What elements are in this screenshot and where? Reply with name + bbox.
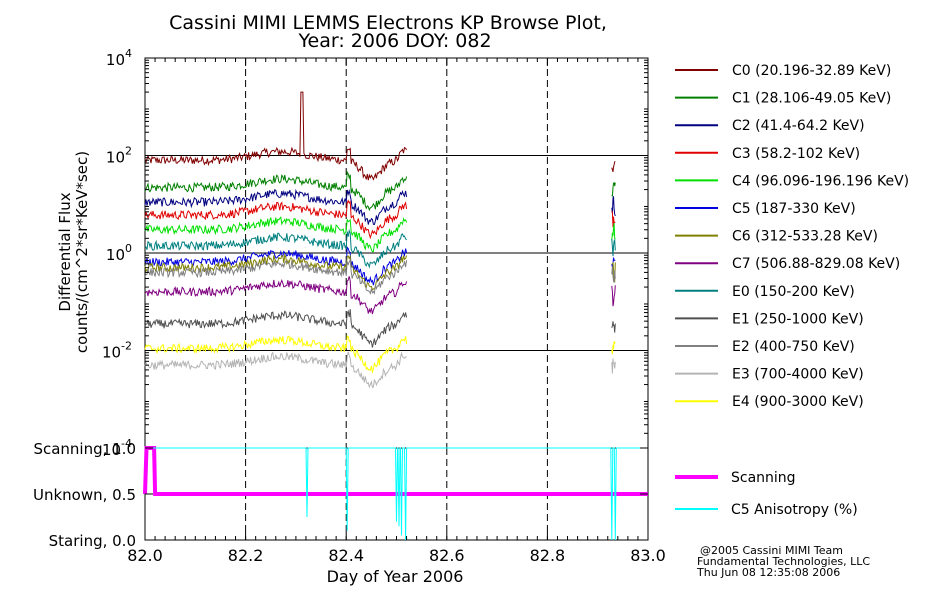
y-tick-exponent: 4 <box>125 47 132 60</box>
flux-series-line <box>144 309 408 348</box>
y-axis-label-line2: counts/(cm^2*sr*KeV*sec) <box>73 151 91 353</box>
chart-title-line2: Year: 2006 DOY: 082 <box>297 30 491 52</box>
legend-label: Scanning <box>731 470 796 486</box>
flux-legend: C0 (20.196-32.89 KeV) C1 (28.106-49.05 Ke… <box>675 63 909 410</box>
y-axis-label-line1: Differential Flux <box>56 192 74 311</box>
scan-legend: Scanning C5 Anisotropy (%) <box>675 470 858 518</box>
legend-label: C1 (28.106-49.05 KeV) <box>732 91 891 107</box>
credits-line2: Fundamental Technologies, LLC <box>697 555 870 568</box>
scan-y-tick-label: Scanning, 1.0 <box>33 440 136 458</box>
y-tick-label: 10-2 <box>102 340 132 362</box>
flux-series-line <box>144 246 408 286</box>
legend-label: E0 (150-200 KeV) <box>732 284 855 300</box>
flux-series-line <box>144 199 408 240</box>
flux-series-segment <box>611 238 616 257</box>
chart-title-line1: Cassini MIMI LEMMS Electrons KP Browse P… <box>169 12 607 34</box>
y-tick-exponent: 2 <box>125 145 132 158</box>
y-tick-base: 10 <box>106 149 125 167</box>
y-tick-exponent: 0 <box>125 242 132 255</box>
legend-label: C7 (506.88-829.08 KeV) <box>732 256 900 272</box>
legend-label: C2 (41.4-64.2 KeV) <box>732 118 865 134</box>
x-tick-label: 82.0 <box>127 546 163 565</box>
flux-series-line <box>144 216 408 253</box>
x-tick-label: 82.8 <box>530 546 566 565</box>
flux-series-line <box>144 228 407 269</box>
scan-y-tick-label: Unknown, 0.5 <box>33 486 136 504</box>
flux-series-line <box>144 276 408 315</box>
flux-series-line <box>144 188 408 225</box>
flux-series-line <box>144 335 408 374</box>
y-tick-base: 10 <box>106 51 125 69</box>
y-tick-label: 104 <box>106 47 132 69</box>
credits: @2005 Cassini MIMI Team Fundamental Tech… <box>696 544 870 579</box>
x-tick-label: 82.4 <box>328 546 364 565</box>
legend-label: C3 (58.2-102 KeV) <box>732 146 860 162</box>
y-tick-exponent: -2 <box>121 340 132 353</box>
legend-label: C4 (96.096-196.196 KeV) <box>732 173 909 189</box>
legend-label: E2 (400-750 KeV) <box>732 339 855 355</box>
flux-series-line <box>144 258 408 295</box>
flux-series-segment <box>611 210 616 228</box>
x-tick-label: 82.6 <box>429 546 465 565</box>
flux-series-line <box>144 253 408 291</box>
flux-series-segment <box>611 160 616 173</box>
y-tick-label: 102 <box>106 145 132 167</box>
legend-label: C0 (20.196-32.89 KeV) <box>732 63 891 79</box>
flux-series-segment <box>611 285 616 307</box>
legend-label: E3 (700-4000 KeV) <box>732 367 864 383</box>
flux-series-segment <box>611 341 616 355</box>
y-tick-base: 10 <box>102 441 121 459</box>
y-tick-base: 10 <box>102 344 121 362</box>
flux-series-segment <box>611 321 616 333</box>
y-tick-label: 100 <box>106 242 132 264</box>
y-tick-base: 10 <box>106 246 125 264</box>
flux-series-line <box>144 351 407 389</box>
flux-series-segment <box>611 358 616 374</box>
flux-series-segment <box>611 223 616 241</box>
y-tick-label: 10-4 <box>102 437 132 459</box>
credits-line3: Thu Jun 08 12:35:08 2006 <box>696 566 840 579</box>
y-tick-exponent: -4 <box>121 437 132 450</box>
legend-label: C6 (312-533.28 KeV) <box>732 229 878 245</box>
anisotropy-series-line <box>145 447 648 541</box>
legend-label: C5 (187-330 KeV) <box>732 201 856 217</box>
scan-y-tick-label: Staring, 0.0 <box>49 532 136 550</box>
x-tick-label: 82.2 <box>228 546 264 565</box>
legend-label: E4 (900-3000 KeV) <box>732 394 864 410</box>
flux-series-segment <box>611 261 616 283</box>
flux-series-segment <box>611 181 616 197</box>
flux-series-line <box>144 170 408 212</box>
legend-label: C5 Anisotropy (%) <box>731 502 858 518</box>
x-axis-label: Day of Year 2006 <box>327 567 464 586</box>
flux-series-line <box>144 91 408 181</box>
legend-label: E1 (250-1000 KeV) <box>732 311 864 327</box>
flux-series-segment <box>611 266 616 283</box>
x-tick-label: 83.0 <box>630 546 666 565</box>
credits-line1: @2005 Cassini MIMI Team <box>700 544 843 557</box>
